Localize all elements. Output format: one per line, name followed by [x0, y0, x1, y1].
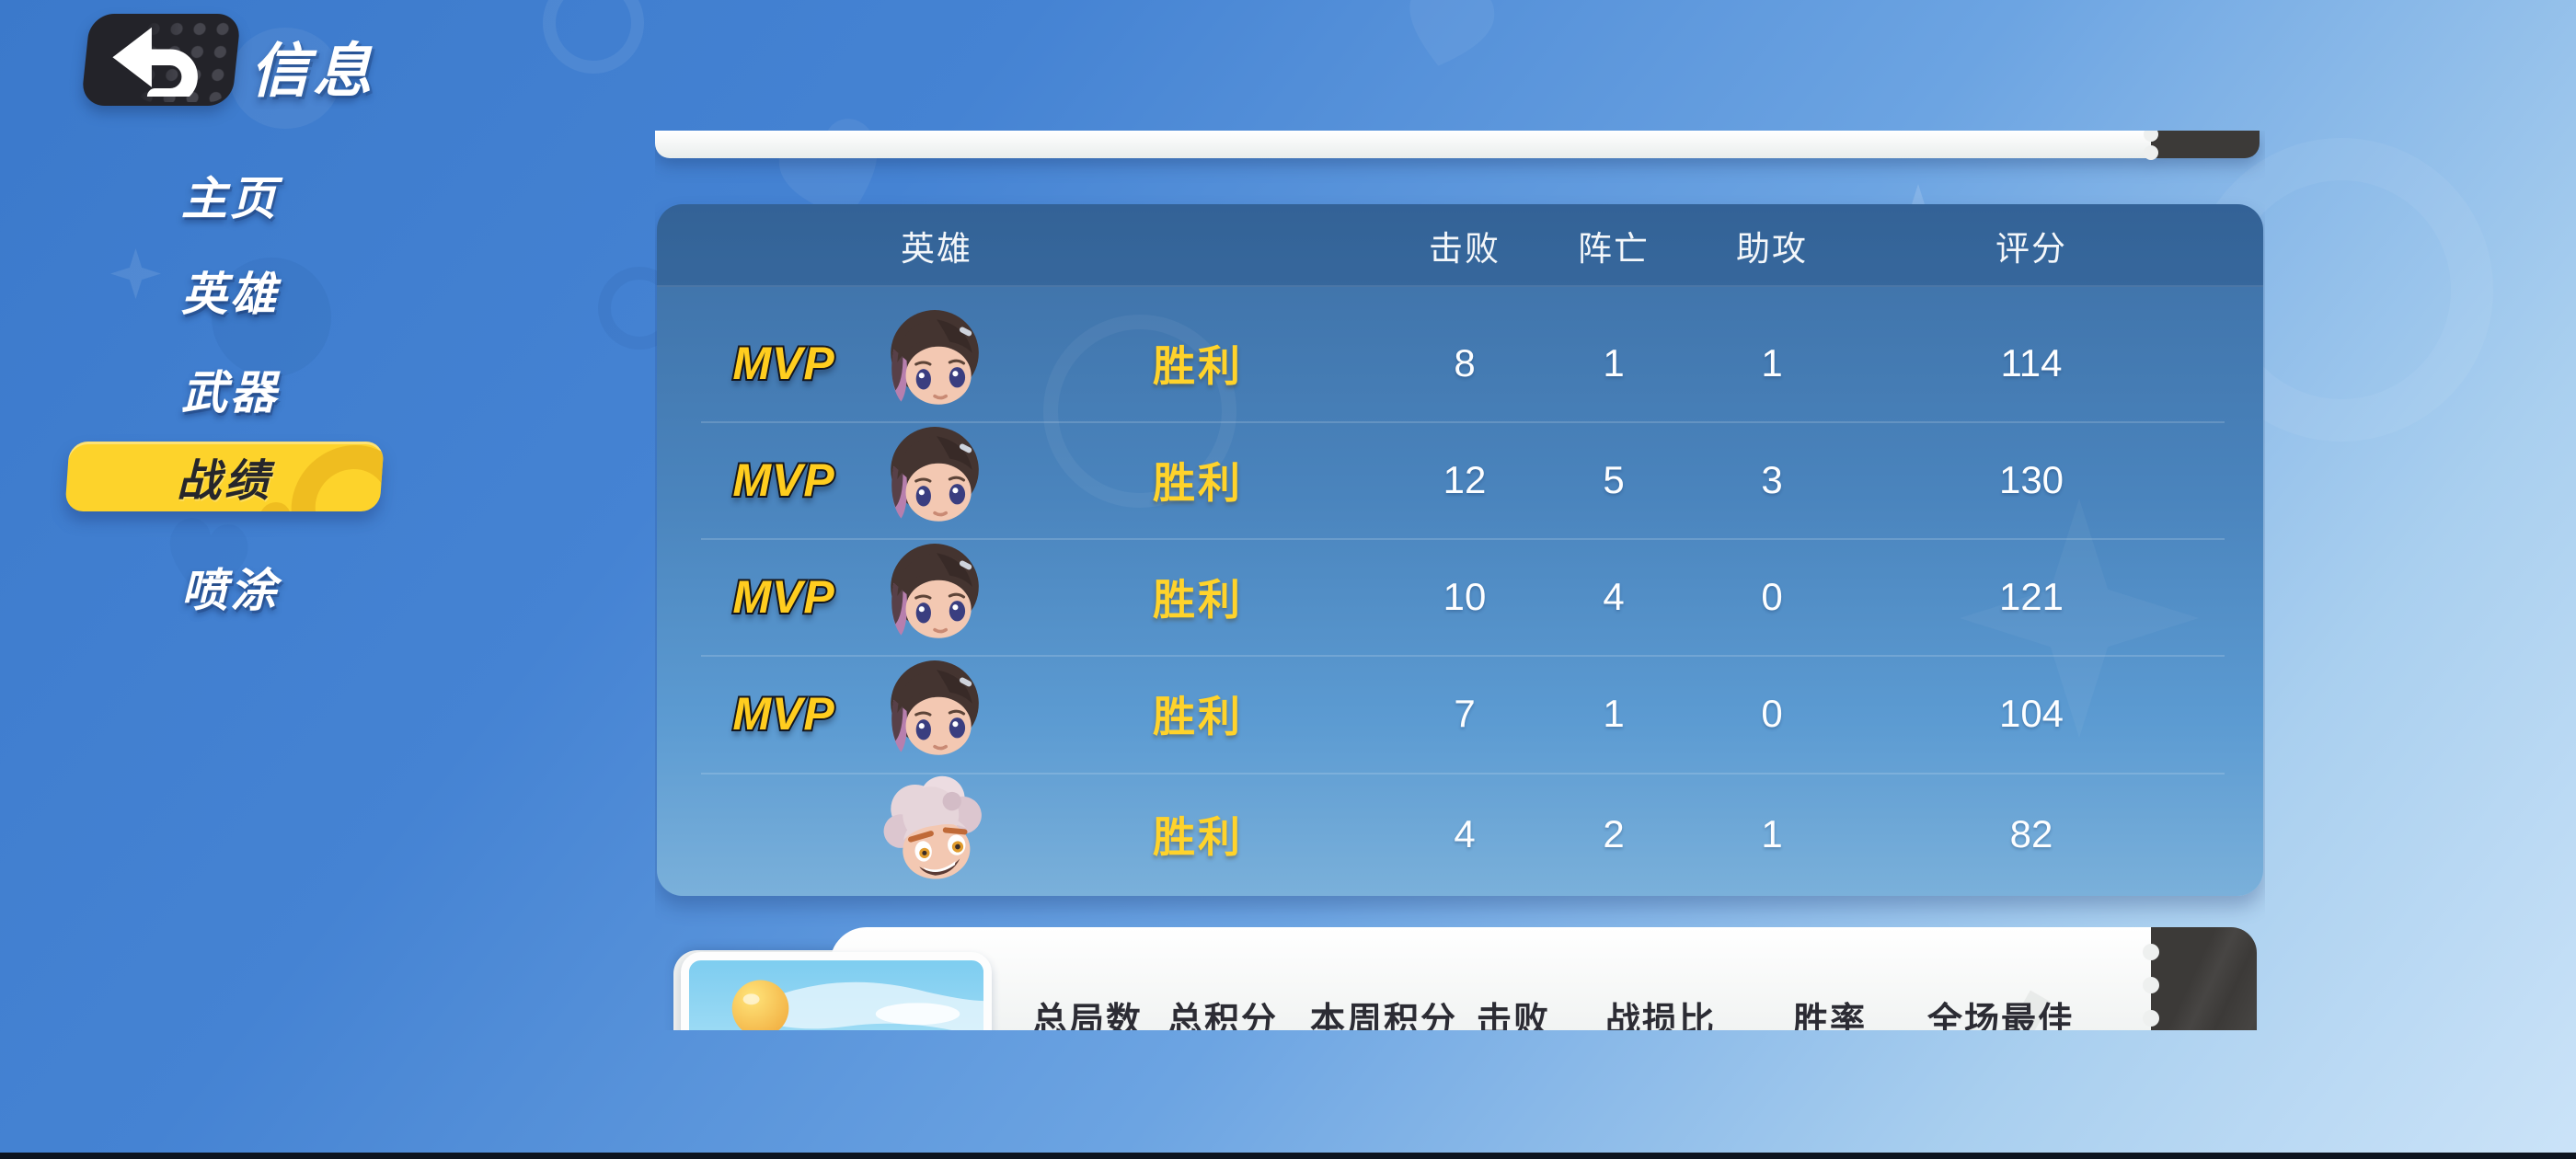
ticket-stub — [2151, 131, 2260, 158]
column-header-hero: 英雄 — [901, 230, 972, 268]
sidebar-item-spray[interactable]: 喷涂 — [181, 565, 279, 616]
stat-assists: 3 — [1761, 457, 1783, 501]
stub-streak-decoration — [2151, 927, 2257, 1030]
match-detail-card: 英雄 击败 阵亡 助攻 评分 MVP — [657, 204, 2263, 896]
stat-assists: 1 — [1761, 812, 1783, 855]
previous-summary-card-edge[interactable] — [655, 131, 2260, 160]
mvp-badge: MVP — [730, 686, 835, 741]
girl-hero-avatar — [877, 537, 989, 657]
summary-card-body-raised[interactable] — [830, 927, 2251, 1030]
sidebar-item-heroes[interactable]: 英雄 — [181, 269, 279, 320]
table-row[interactable]: MVP — [657, 421, 2263, 538]
match-history-scroll-area[interactable]: 英雄 击败 阵亡 助攻 评分 MVP — [655, 131, 2265, 1030]
stat-deaths: 2 — [1603, 812, 1625, 855]
table-row[interactable]: 胜利 4 2 1 82 — [657, 773, 2263, 896]
ticket-perforation — [2144, 145, 2158, 160]
column-header-kills: 击败 — [1429, 230, 1501, 268]
match-result-label: 胜利 — [1153, 341, 1243, 390]
row-divider — [701, 538, 2225, 540]
stat-assists: 0 — [1761, 574, 1783, 618]
stat-kills: 10 — [1443, 574, 1487, 618]
girl-hero-avatar — [877, 304, 989, 423]
column-header-deaths: 阵亡 — [1578, 230, 1650, 268]
summary-ticket-stub[interactable] — [2151, 927, 2257, 1030]
girl-hero-avatar — [877, 654, 989, 774]
stat-score: 104 — [1998, 691, 2064, 735]
match-result-label: 胜利 — [1153, 575, 1243, 624]
stat-kills: 4 — [1454, 812, 1476, 855]
back-button[interactable] — [80, 14, 242, 106]
girl-hero-avatar — [877, 420, 989, 540]
ticket-paper — [655, 131, 2151, 158]
row-divider — [701, 773, 2225, 775]
stat-deaths: 1 — [1603, 691, 1625, 735]
mvp-badge: MVP — [730, 569, 835, 625]
match-result-label: 胜利 — [1153, 692, 1243, 740]
sidebar-item-weapons[interactable]: 武器 — [181, 367, 279, 419]
ticket-perforation — [2144, 131, 2158, 142]
table-header: 英雄 击败 阵亡 助攻 评分 — [657, 204, 2263, 287]
stat-assists: 0 — [1761, 691, 1783, 735]
bg-ring-decoration — [543, 0, 644, 74]
stat-deaths: 5 — [1603, 457, 1625, 501]
bg-heart-decoration — [1389, 0, 1510, 83]
stat-kills: 12 — [1443, 457, 1487, 501]
match-result-label: 胜利 — [1153, 813, 1243, 861]
stat-score: 121 — [1998, 574, 2064, 618]
mvp-badge: MVP — [730, 453, 835, 508]
stat-kills: 8 — [1454, 340, 1476, 384]
table-row[interactable]: MVP — [657, 304, 2263, 421]
balloon-icon — [731, 980, 789, 1030]
stat-score: 82 — [2009, 812, 2053, 855]
page-title: 信息 — [250, 38, 375, 104]
column-header-score: 评分 — [1995, 230, 2067, 268]
row-divider — [701, 655, 2225, 657]
match-result-label: 胜利 — [1153, 458, 1243, 507]
stat-deaths: 1 — [1603, 340, 1625, 384]
match-mode-thumbnail[interactable] — [681, 952, 992, 1030]
stat-score: 114 — [2000, 340, 2063, 384]
stat-deaths: 4 — [1603, 574, 1625, 618]
row-divider — [701, 421, 2225, 423]
back-arrow-icon — [112, 27, 198, 97]
screen-bottom-edge — [0, 1153, 2576, 1159]
sidebar-item-records-label: 战绩 — [176, 457, 272, 506]
mvp-badge: MVP — [730, 336, 835, 391]
column-header-assists: 助攻 — [1736, 230, 1808, 268]
stat-score: 130 — [1998, 457, 2064, 501]
sidebar-item-home[interactable]: 主页 — [181, 173, 279, 224]
stat-kills: 7 — [1454, 691, 1476, 735]
boy-hero-avatar — [877, 775, 989, 894]
stat-assists: 1 — [1761, 340, 1783, 384]
balloon-scene-icon — [689, 960, 983, 1030]
table-row[interactable]: MVP — [657, 655, 2263, 772]
table-row[interactable]: MVP — [657, 538, 2263, 655]
sidebar-item-records-active[interactable]: 战绩 — [64, 442, 385, 511]
